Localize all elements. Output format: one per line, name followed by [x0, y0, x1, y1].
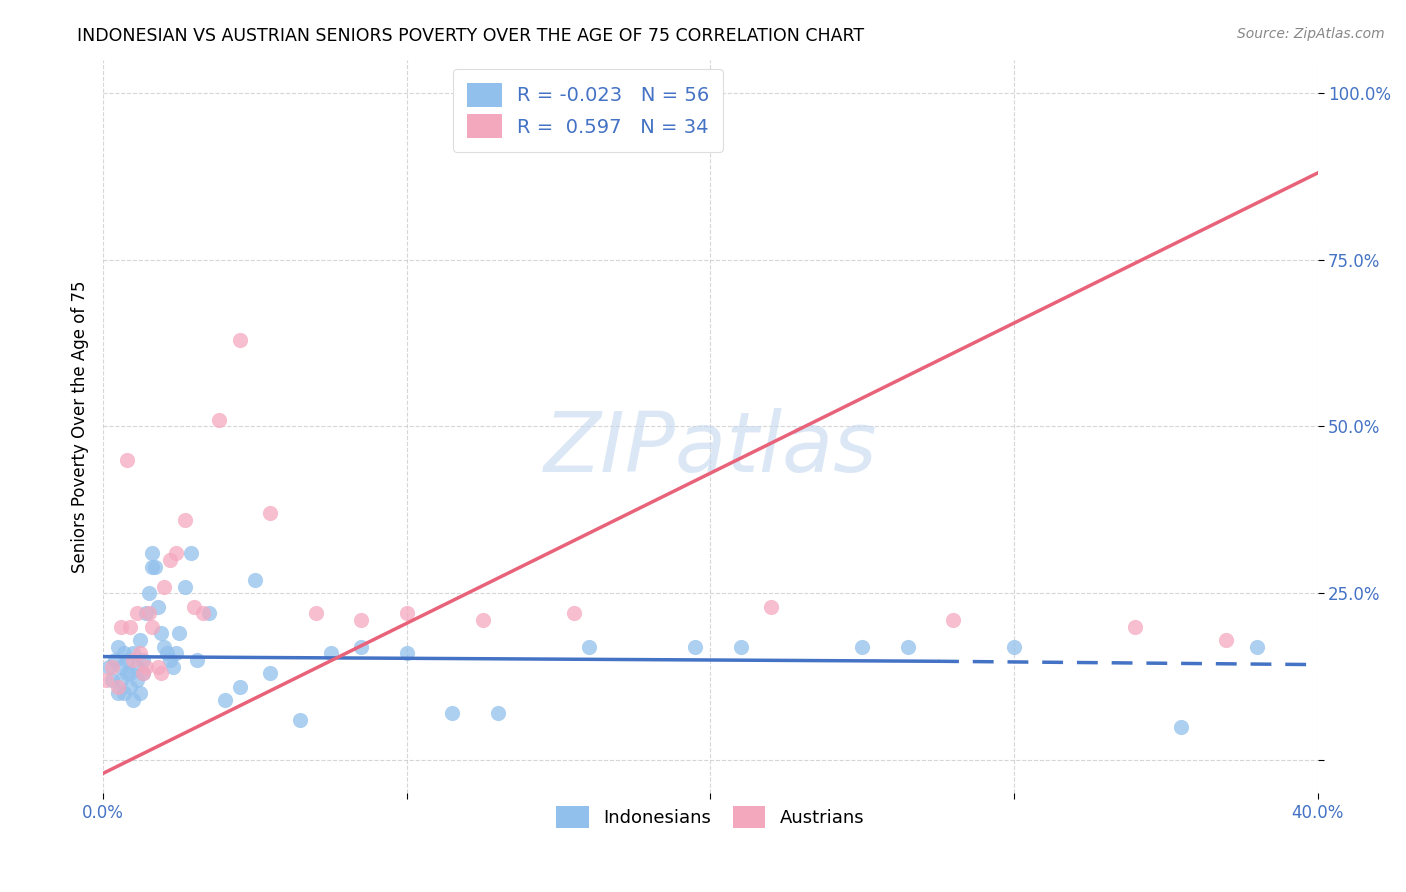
Point — [146, 599, 169, 614]
Point — [159, 553, 181, 567]
Point — [128, 632, 150, 647]
Point — [259, 666, 281, 681]
Point — [654, 79, 676, 94]
Point — [131, 653, 153, 667]
Point — [214, 693, 236, 707]
Point — [120, 680, 142, 694]
Point — [149, 666, 172, 681]
Point — [897, 640, 920, 654]
Point — [117, 666, 139, 681]
Point — [305, 606, 328, 620]
Point — [104, 653, 127, 667]
Point — [229, 680, 252, 694]
Point — [131, 666, 153, 681]
Point — [117, 653, 139, 667]
Point — [1246, 640, 1268, 654]
Point — [165, 646, 187, 660]
Point — [156, 646, 179, 660]
Point — [125, 659, 148, 673]
Point — [1002, 640, 1025, 654]
Point — [146, 659, 169, 673]
Point — [180, 546, 202, 560]
Point — [101, 673, 124, 687]
Point — [141, 559, 163, 574]
Point — [395, 646, 418, 660]
Text: ZIPatlas: ZIPatlas — [544, 408, 877, 489]
Point — [193, 606, 215, 620]
Point — [578, 640, 600, 654]
Y-axis label: Seniors Poverty Over the Age of 75: Seniors Poverty Over the Age of 75 — [72, 280, 89, 573]
Point — [110, 619, 132, 633]
Point — [112, 686, 135, 700]
Point — [153, 640, 176, 654]
Point — [350, 640, 373, 654]
Point — [110, 673, 132, 687]
Point — [120, 666, 142, 681]
Point — [141, 619, 163, 633]
Point — [122, 653, 145, 667]
Point — [851, 640, 873, 654]
Point — [162, 659, 184, 673]
Point — [128, 646, 150, 660]
Point — [942, 613, 965, 627]
Point — [174, 580, 197, 594]
Point — [98, 659, 121, 673]
Point — [128, 686, 150, 700]
Point — [125, 606, 148, 620]
Point — [107, 680, 129, 694]
Point — [174, 513, 197, 527]
Point — [259, 506, 281, 520]
Point — [138, 586, 160, 600]
Point — [107, 686, 129, 700]
Point — [290, 713, 312, 727]
Point — [759, 599, 782, 614]
Point — [138, 606, 160, 620]
Point — [486, 706, 509, 721]
Point — [125, 673, 148, 687]
Point — [120, 619, 142, 633]
Point — [101, 659, 124, 673]
Point — [319, 646, 342, 660]
Point — [107, 640, 129, 654]
Text: Source: ZipAtlas.com: Source: ZipAtlas.com — [1237, 27, 1385, 41]
Point — [159, 653, 181, 667]
Text: INDONESIAN VS AUSTRIAN SENIORS POVERTY OVER THE AGE OF 75 CORRELATION CHART: INDONESIAN VS AUSTRIAN SENIORS POVERTY O… — [77, 27, 865, 45]
Point — [562, 606, 585, 620]
Point — [471, 613, 494, 627]
Point — [350, 613, 373, 627]
Point — [1125, 619, 1147, 633]
Point — [165, 546, 187, 560]
Point — [96, 673, 118, 687]
Point — [1215, 632, 1237, 647]
Point — [198, 606, 221, 620]
Point — [167, 626, 190, 640]
Point — [395, 606, 418, 620]
Point — [1170, 720, 1192, 734]
Point — [141, 546, 163, 560]
Point — [730, 640, 752, 654]
Point — [135, 606, 157, 620]
Point — [149, 626, 172, 640]
Point — [117, 453, 139, 467]
Point — [229, 333, 252, 347]
Point — [122, 693, 145, 707]
Point — [243, 573, 266, 587]
Legend: Indonesians, Austrians: Indonesians, Austrians — [550, 799, 872, 836]
Point — [683, 640, 706, 654]
Point — [207, 413, 229, 427]
Point — [110, 659, 132, 673]
Point — [122, 646, 145, 660]
Point — [186, 653, 208, 667]
Point — [441, 706, 464, 721]
Point — [112, 646, 135, 660]
Point — [183, 599, 205, 614]
Point — [131, 666, 153, 681]
Point — [143, 559, 166, 574]
Point — [153, 580, 176, 594]
Point — [135, 659, 157, 673]
